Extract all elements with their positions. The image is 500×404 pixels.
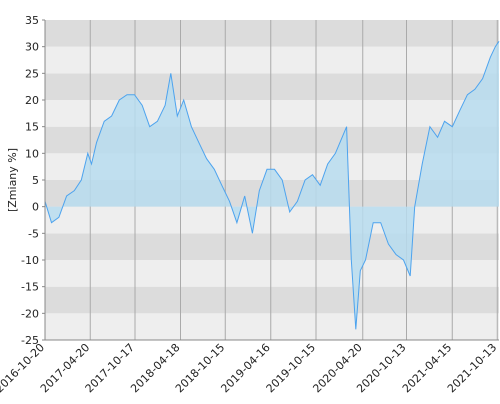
grid-band — [45, 206, 499, 234]
grid-band — [45, 20, 499, 47]
grid-band — [45, 233, 499, 260]
grid-band — [45, 46, 499, 74]
y-tick-label: -20 — [21, 307, 39, 320]
grid-band — [45, 286, 499, 314]
y-tick-label: 25 — [25, 67, 39, 80]
y-axis-label: [Zmiany %] — [6, 148, 19, 212]
grid-band — [45, 260, 499, 287]
y-tick-label: 5 — [32, 174, 39, 187]
y-tick-label: -25 — [21, 334, 39, 347]
x-tick-label: 2019-10-15 — [264, 341, 318, 395]
grid-band — [45, 313, 499, 340]
y-tick-label: 30 — [25, 41, 39, 54]
grid-band — [45, 73, 499, 100]
y-tick-label: 15 — [25, 121, 39, 134]
y-tick-label: -10 — [21, 254, 39, 267]
y-tick-label: -15 — [21, 281, 39, 294]
y-tick-label: 20 — [25, 94, 39, 107]
y-tick-label: 10 — [25, 147, 39, 160]
y-tick-label: 35 — [25, 14, 39, 27]
area-fill — [45, 41, 499, 330]
y-tick-label: -5 — [28, 227, 39, 240]
y-tick-label: 0 — [32, 201, 39, 214]
line — [44, 41, 500, 330]
